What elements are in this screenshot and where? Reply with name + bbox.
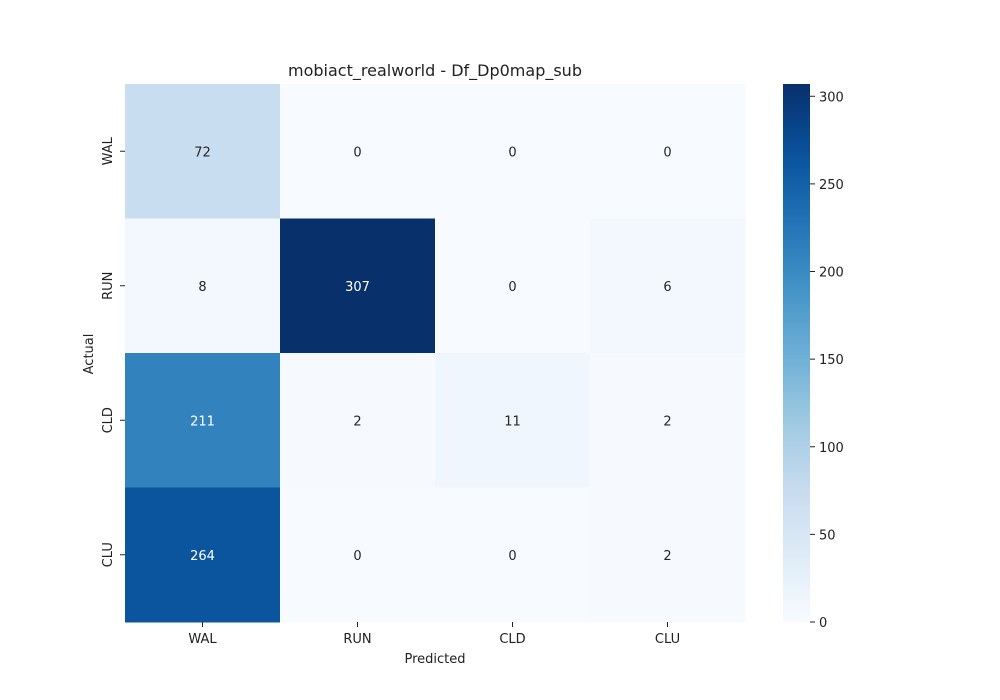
cell-value-label: 2 bbox=[353, 414, 361, 429]
colorbar: 0 50 100 150 200 250 300 bbox=[783, 84, 844, 631]
heatmap-cell-wal-wal bbox=[125, 84, 281, 219]
colorbar-tick-label: 250 bbox=[819, 178, 844, 193]
x-tick-label: CLD bbox=[499, 632, 525, 647]
cell-value-label: 2 bbox=[663, 549, 671, 564]
colorbar-gradient bbox=[783, 84, 810, 622]
heatmap-cell-clu-cld bbox=[435, 487, 591, 623]
heatmap-cell-wal-clu bbox=[590, 84, 746, 219]
cell-value-label: 0 bbox=[508, 280, 516, 295]
heatmap-cell-run-run bbox=[280, 218, 436, 354]
y-tick-label: WAL bbox=[101, 136, 116, 165]
cell-value-label: 11 bbox=[504, 414, 521, 429]
heatmap-cell-run-clu bbox=[590, 218, 746, 354]
x-tick-label: RUN bbox=[343, 632, 371, 647]
cell-value-label: 0 bbox=[508, 549, 516, 564]
x-tick-label: CLU bbox=[655, 632, 680, 647]
heatmap-cell-run-cld bbox=[435, 218, 591, 354]
colorbar-tick-label: 50 bbox=[819, 528, 836, 543]
cell-value-label: 0 bbox=[353, 549, 361, 564]
cell-value-label: 72 bbox=[194, 145, 211, 160]
chart-title: mobiact_realworld - Df_Dp0map_sub bbox=[288, 61, 582, 81]
cell-value-label: 8 bbox=[198, 280, 206, 295]
cell-value-label: 0 bbox=[508, 145, 516, 160]
heatmap-cell-clu-wal bbox=[125, 487, 281, 623]
cell-value-label: 6 bbox=[663, 280, 671, 295]
cell-value-label: 211 bbox=[190, 414, 215, 429]
colorbar-tick-label: 100 bbox=[819, 441, 844, 456]
heatmap-cell-cld-run bbox=[280, 353, 436, 488]
y-tick-label: RUN bbox=[101, 272, 116, 300]
colorbar-tick-label: 150 bbox=[819, 353, 844, 368]
cell-value-label: 0 bbox=[353, 145, 361, 160]
heatmap-cell-cld-clu bbox=[590, 353, 746, 488]
cell-value-label: 264 bbox=[190, 549, 215, 564]
colorbar-tick-label: 300 bbox=[819, 90, 844, 105]
x-tick-label: WAL bbox=[188, 632, 217, 647]
y-tick-label: CLD bbox=[101, 407, 116, 433]
heatmap-cell-clu-run bbox=[280, 487, 436, 623]
heatmap-cell-clu-clu bbox=[590, 487, 746, 623]
cell-value-label: 2 bbox=[663, 414, 671, 429]
cell-value-label: 307 bbox=[345, 280, 370, 295]
colorbar-tick-label: 0 bbox=[819, 616, 827, 631]
y-axis-label: Actual bbox=[82, 334, 97, 375]
cell-value-label: 0 bbox=[663, 145, 671, 160]
heatmap-cell-wal-cld bbox=[435, 84, 591, 219]
heatmap-cell-cld-wal bbox=[125, 353, 281, 488]
heatmap-cell-cld-cld bbox=[435, 353, 591, 488]
heatmap-cell-wal-run bbox=[280, 84, 436, 219]
x-axis-label: Predicted bbox=[404, 652, 465, 667]
y-tick-label: CLU bbox=[101, 542, 116, 567]
colorbar-tick-label: 200 bbox=[819, 266, 844, 281]
heatmap-cell-run-wal bbox=[125, 218, 281, 354]
